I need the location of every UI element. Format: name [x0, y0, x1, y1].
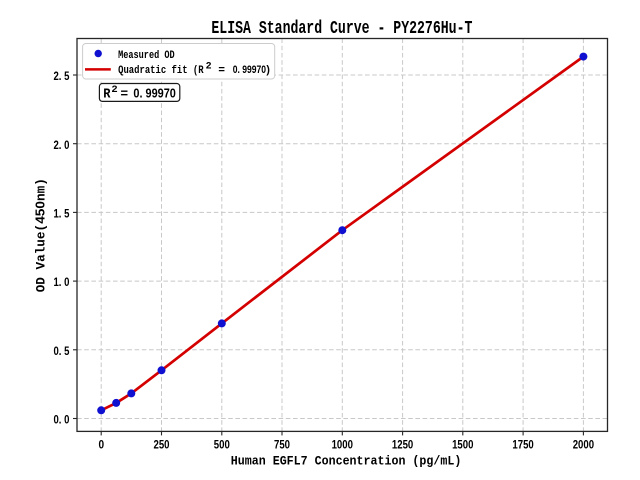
- svg-text:ELISA Standard Curve - PY2276H: ELISA Standard Curve - PY2276Hu-T: [211, 17, 472, 39]
- svg-text:0. 99970: 0. 99970: [233, 64, 267, 76]
- svg-text:2. 0: 2. 0: [54, 139, 70, 152]
- svg-text:750: 750: [274, 438, 290, 451]
- svg-text:=: =: [121, 86, 129, 101]
- svg-text:1000: 1000: [332, 438, 353, 451]
- svg-text:): ): [266, 64, 270, 76]
- svg-text:Human EGFL7 Concentration (pg/: Human EGFL7 Concentration (pg/mL): [231, 454, 462, 469]
- svg-text:500: 500: [214, 438, 230, 451]
- svg-text:0. 99970: 0. 99970: [133, 86, 176, 101]
- svg-text:0: 0: [99, 439, 105, 452]
- svg-text:1250: 1250: [392, 438, 413, 451]
- svg-text:0. 5: 0. 5: [54, 345, 70, 358]
- svg-text:450: 450: [33, 201, 47, 224]
- svg-text:2. 5: 2. 5: [54, 70, 70, 83]
- svg-text:Quadratic fit (R: Quadratic fit (R: [118, 64, 204, 77]
- svg-text:OD Value(: OD Value(: [34, 224, 49, 292]
- svg-text:1750: 1750: [512, 438, 533, 451]
- svg-text:=: =: [218, 64, 225, 76]
- svg-text:2: 2: [111, 84, 117, 96]
- svg-text:250: 250: [154, 438, 170, 451]
- svg-text:R: R: [103, 86, 111, 102]
- svg-text:2000: 2000: [573, 438, 594, 451]
- svg-text:1500: 1500: [452, 438, 473, 451]
- svg-text:1. 5: 1. 5: [54, 208, 70, 221]
- svg-text:1. 0: 1. 0: [54, 276, 70, 289]
- svg-text:0. 0: 0. 0: [54, 414, 70, 427]
- svg-text:Measured OD: Measured OD: [118, 49, 175, 61]
- svg-text:nm): nm): [34, 178, 49, 201]
- svg-text:2: 2: [206, 62, 212, 73]
